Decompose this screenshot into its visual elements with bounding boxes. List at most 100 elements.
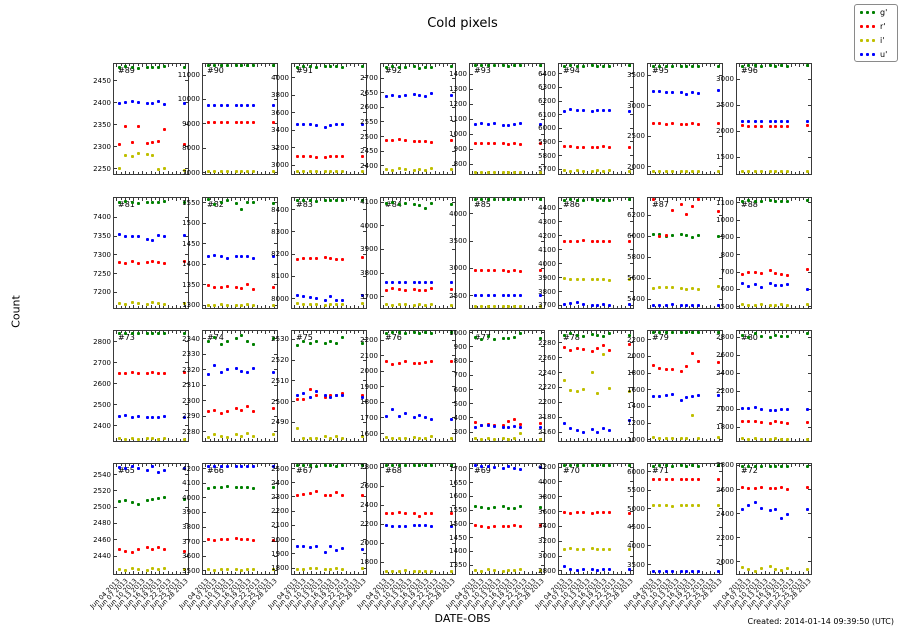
x-tick-mark bbox=[218, 198, 220, 200]
x-tick-mark bbox=[625, 464, 627, 466]
y-tick-mark bbox=[470, 360, 473, 362]
y-tick-mark bbox=[808, 130, 811, 132]
y-tick-label: 9000 bbox=[182, 119, 200, 128]
x-tick-mark bbox=[129, 198, 131, 200]
dot-i bbox=[670, 285, 674, 289]
x-tick-mark bbox=[675, 571, 677, 574]
x-tick-mark bbox=[315, 198, 317, 200]
x-tick-mark bbox=[124, 305, 126, 308]
x-tick-mark bbox=[476, 198, 478, 200]
y-tick-mark bbox=[203, 511, 206, 513]
x-tick-mark bbox=[472, 571, 474, 574]
x-tick-mark bbox=[582, 306, 584, 308]
dot-g bbox=[234, 64, 238, 67]
y-tick-label: 3500 bbox=[182, 566, 200, 575]
x-tick-mark bbox=[447, 64, 449, 66]
dot-i bbox=[239, 568, 243, 572]
dot-u bbox=[501, 123, 505, 127]
y-tick-label: 2350 bbox=[93, 120, 111, 129]
y-tick-mark bbox=[292, 129, 295, 131]
dot-i bbox=[295, 427, 299, 431]
dot-g bbox=[245, 485, 249, 489]
x-tick-mark bbox=[430, 198, 432, 200]
dot-r bbox=[684, 212, 688, 216]
x-tick-mark bbox=[137, 64, 139, 66]
x-tick-mark bbox=[756, 171, 758, 174]
y-tick-label: 6000 bbox=[627, 232, 645, 241]
dot-r bbox=[690, 351, 694, 355]
x-tick-mark bbox=[710, 464, 712, 467]
x-tick-mark bbox=[747, 571, 749, 574]
dot-u bbox=[403, 281, 407, 284]
dot-r bbox=[627, 239, 631, 243]
y-tick-mark bbox=[203, 172, 206, 174]
y-tick-label: 2500 bbox=[627, 132, 645, 141]
x-tick-mark bbox=[443, 171, 445, 174]
dot-r bbox=[449, 511, 453, 515]
x-tick-mark bbox=[629, 331, 631, 334]
x-tick-mark bbox=[790, 305, 792, 308]
y-tick-mark bbox=[630, 525, 633, 527]
x-tick-mark bbox=[519, 464, 521, 466]
dot-g bbox=[429, 66, 433, 70]
x-tick-mark bbox=[243, 439, 245, 441]
x-tick-mark bbox=[506, 331, 508, 334]
y-tick-mark bbox=[381, 225, 384, 227]
x-tick-mark bbox=[718, 198, 720, 201]
dot-u bbox=[754, 501, 757, 505]
x-tick-mark bbox=[404, 172, 406, 174]
x-tick-mark bbox=[387, 172, 389, 174]
dot-g bbox=[658, 233, 662, 237]
x-tick-mark bbox=[417, 305, 419, 308]
panel-73: #73 bbox=[113, 330, 189, 442]
dot-r bbox=[251, 410, 255, 414]
dot-u bbox=[234, 254, 238, 258]
x-tick-mark bbox=[311, 331, 313, 334]
dot-g bbox=[234, 485, 238, 489]
x-tick-mark bbox=[362, 305, 364, 308]
dot-r bbox=[779, 421, 783, 425]
panel-85: #85 bbox=[469, 197, 545, 309]
dot-u bbox=[225, 368, 229, 372]
y-tick-label: 2700 bbox=[360, 74, 378, 83]
y-tick-label: 2260 bbox=[538, 353, 556, 362]
x-tick-mark bbox=[307, 172, 309, 174]
x-tick-mark bbox=[472, 171, 474, 174]
x-tick-mark bbox=[586, 64, 588, 67]
dot-u bbox=[423, 524, 427, 528]
dot-g bbox=[595, 64, 599, 68]
dot-i bbox=[302, 302, 306, 306]
y-tick-mark bbox=[452, 561, 455, 563]
x-tick-mark bbox=[239, 198, 241, 201]
dot-g bbox=[601, 198, 605, 202]
dot-i bbox=[131, 301, 134, 305]
y-tick-mark bbox=[648, 564, 651, 566]
dot-u bbox=[213, 253, 217, 257]
x-tick-mark bbox=[680, 439, 682, 441]
y-tick-label: 1000 bbox=[449, 328, 467, 337]
x-tick-mark bbox=[485, 572, 487, 574]
dot-u bbox=[805, 407, 809, 411]
dot-r bbox=[429, 286, 433, 290]
dot-g bbox=[716, 64, 720, 68]
dot-r bbox=[391, 512, 395, 516]
panel-id-label: #91 bbox=[296, 66, 313, 75]
dot-r bbox=[234, 121, 238, 125]
x-tick-mark bbox=[476, 64, 478, 66]
x-tick-mark bbox=[150, 64, 152, 67]
y-tick-mark bbox=[203, 243, 206, 245]
dot-g bbox=[302, 198, 306, 202]
x-tick-mark bbox=[621, 464, 623, 467]
panel-id-label: #73 bbox=[118, 333, 135, 342]
dot-i bbox=[805, 170, 809, 174]
x-tick-mark bbox=[354, 171, 356, 174]
x-tick-mark bbox=[621, 331, 623, 334]
x-tick-mark bbox=[159, 464, 160, 467]
dot-g bbox=[754, 64, 757, 68]
dot-i bbox=[145, 436, 149, 440]
panel-92: #92 bbox=[380, 63, 456, 175]
dot-u bbox=[145, 415, 149, 419]
x-tick-mark bbox=[764, 571, 766, 574]
dot-u bbox=[245, 371, 249, 375]
dot-r bbox=[423, 140, 427, 144]
